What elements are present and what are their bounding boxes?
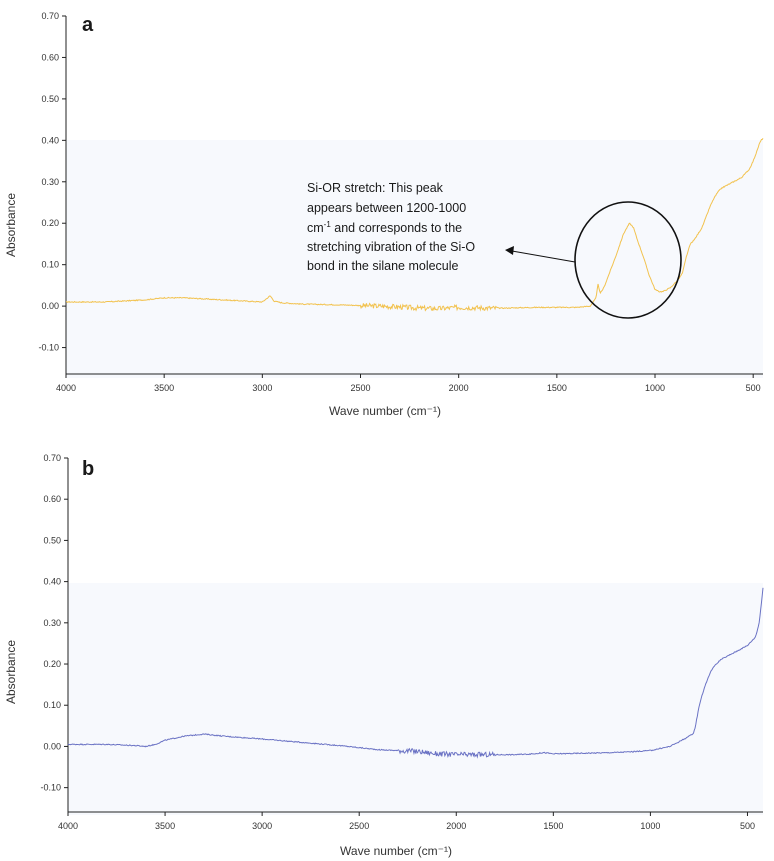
panel-b-y-ticks: 0.70 0.60 0.50 0.40 0.30 0.20 0.10 0.00 -0.10 [40, 453, 68, 793]
panel-a-axes [65, 16, 763, 375]
panel-a-y-tick-label: 0.30 [41, 177, 59, 187]
panel-b-ylabel: Absorbance [4, 640, 18, 704]
panel-b-letter: b [82, 458, 94, 480]
panel-b-y-tick-label: 0.40 [43, 577, 61, 587]
panel-a-annotation: Si-OR stretch: This peak appears between… [307, 181, 682, 319]
panel-b-y-tick-label: 0.20 [43, 659, 61, 669]
annotation-line-5: bond in the silane molecule [307, 259, 459, 273]
panel-b-x-tick-label: 1000 [640, 821, 660, 831]
panel-b-y-tick-label: 0.60 [43, 494, 61, 504]
panel-a-x-tick-label: 4000 [56, 383, 76, 393]
panel-a-y-tick-label: 0.10 [41, 260, 59, 270]
panel-a-letter: a [82, 14, 94, 36]
annotation-line-3-sup: -1 [324, 220, 332, 229]
panel-a-y-tick-label: 0.20 [41, 218, 59, 228]
annotation-line-3-unit: cm [307, 221, 324, 235]
panel-a-ylabel: Absorbance [4, 193, 18, 257]
panel-a-y-ticks: 0.70 0.60 0.50 0.40 0.30 0.20 0.10 0.00 -0.10 [38, 11, 66, 353]
panel-a-x-tick-label: 3000 [252, 383, 272, 393]
panel-b-y-tick-label: 0.10 [43, 700, 61, 710]
panel-a-x-tick-label: 500 [746, 383, 761, 393]
annotation-line-4: stretching vibration of the Si-O [307, 240, 475, 254]
panel-b-x-tick-label: 4000 [58, 821, 78, 831]
panel-a-plot-background [66, 140, 763, 378]
panel-a-y-tick-label: -0.10 [38, 343, 59, 353]
panel-a-x-tick-label: 1500 [547, 383, 567, 393]
panel-a-y-tick-label: 0.40 [41, 135, 59, 145]
annotation-line-3-rest: and corresponds to the [331, 221, 462, 235]
panel-b-x-tick-label: 500 [740, 821, 755, 831]
annotation-line-3: cm-1 and corresponds to the [307, 220, 462, 235]
panel-b-x-tick-label: 3000 [252, 821, 272, 831]
panel-a-xlabel: Wave number (cm⁻¹) [329, 404, 441, 418]
panel-b-y-tick-label: 0.30 [43, 618, 61, 628]
panel-b-y-tick-label: 0.50 [43, 535, 61, 545]
panel-a-series-line [65, 138, 764, 312]
panel-b-x-tick-label: 3500 [155, 821, 175, 831]
panel-a-y-tick-label: 0.00 [41, 301, 59, 311]
panel-a-x-tick-label: 2000 [449, 383, 469, 393]
panel-a-x-tick-label: 3500 [154, 383, 174, 393]
panel-a-x-tick-label: 2500 [350, 383, 370, 393]
panel-a-x-tick-label: 1000 [645, 383, 665, 393]
panel-b-y-tick-label: -0.10 [40, 783, 61, 793]
annotation-line-1: Si-OR stretch: This peak [307, 181, 444, 195]
panel-b-y-tick-label: 0.70 [43, 453, 61, 463]
panel-b-y-tick-label: 0.00 [43, 741, 61, 751]
panel-b-x-ticks: 4000 3500 3000 2500 2000 1500 1000 500 [58, 812, 755, 831]
panel-b-xlabel: Wave number (cm⁻¹) [340, 844, 452, 858]
annotation-arrowhead [505, 246, 514, 255]
panel-a-x-ticks: 4000 3500 3000 2500 2000 1500 1000 500 [56, 374, 761, 393]
panel-b-axes [67, 458, 763, 813]
panel-b-x-tick-label: 1500 [543, 821, 563, 831]
panel-a-y-tick-label: 0.50 [41, 94, 59, 104]
panel-a-y-tick-label: 0.70 [41, 11, 59, 21]
panel-b: b 0.700.600.500.400.300.200.100.00-0.10 … [4, 453, 764, 858]
annotation-line-2: appears between 1200-1000 [307, 201, 466, 215]
panel-a: a 0.700.600.500.400.300.200.100.00-0.10 … [4, 11, 764, 418]
panel-a-y-tick-label: 0.60 [41, 52, 59, 62]
panel-b-plot-background [68, 583, 763, 815]
panel-b-x-tick-label: 2000 [446, 821, 466, 831]
peak-highlight-circle [574, 201, 682, 319]
annotation-arrow [511, 250, 576, 263]
panel-b-series-line [67, 587, 764, 759]
panel-b-x-tick-label: 2500 [349, 821, 369, 831]
